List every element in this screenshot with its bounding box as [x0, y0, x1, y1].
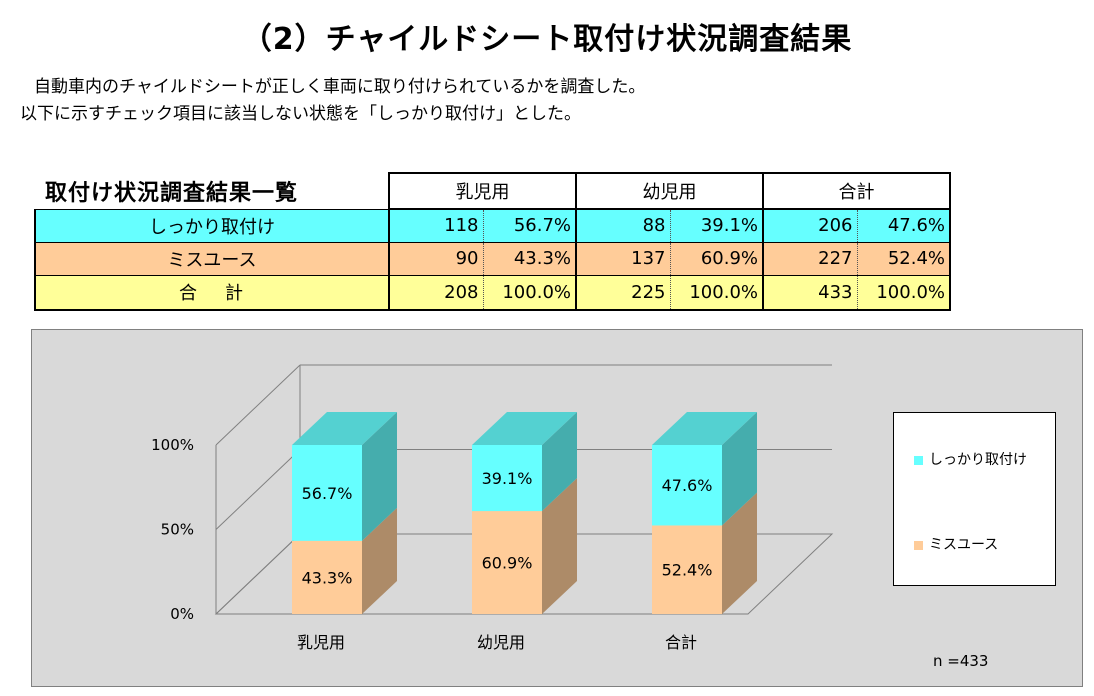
x-tick-label: 合計	[665, 633, 697, 652]
bar-segment-front	[652, 445, 722, 526]
table-cell: 225	[575, 274, 671, 311]
bar-segment-front	[292, 540, 362, 614]
table-header-row: 取付け状況調査結果一覧 乳児用 幼児用 合計	[35, 172, 951, 210]
y-tick-label: 50%	[161, 521, 194, 539]
table-cell: 206	[762, 208, 858, 243]
description-line-1: 自動車内のチャイルドシートが正しく車両に取り付けられているかを調査した。	[34, 77, 646, 97]
chart-legend: しっかり取付け ミスユース	[893, 412, 1056, 586]
legend-label-secure: しっかり取付け	[929, 452, 1027, 468]
bar-segment-side	[542, 478, 577, 614]
table-cell: 227	[762, 241, 858, 276]
data-label: 52.4%	[662, 561, 713, 580]
y-tick-label: 0%	[170, 605, 194, 623]
legend-swatch-misuse	[914, 540, 923, 550]
legend-swatch-secure	[914, 455, 923, 465]
legend-label-misuse: ミスユース	[929, 537, 999, 553]
gridline-side	[215, 449, 301, 530]
page-title: （2）チャイルドシート取付け状況調査結果	[241, 22, 853, 57]
table-cell: 118	[388, 208, 484, 243]
bar-segment-front	[472, 511, 542, 614]
column-header-infant: 乳児用	[388, 172, 577, 210]
description-line-2: 以下に示すチェック項目に該当しない状態を「しっかり取付け」とした。	[20, 104, 581, 124]
row-label-secure: しっかり取付け	[34, 208, 390, 243]
row-label-total: 合計	[34, 274, 390, 311]
legend-item-misuse: ミスユース	[914, 534, 998, 554]
bar-segment-side	[722, 412, 757, 526]
table-cell: 137	[575, 241, 671, 276]
data-label: 60.9%	[482, 554, 533, 573]
chart-floor	[214, 533, 834, 615]
table-cell: 88	[575, 208, 671, 243]
row-label-misuse: ミスユース	[34, 241, 390, 276]
bar-segment-top	[652, 412, 757, 445]
bar-segment-side	[362, 412, 397, 541]
table-cell: 43.3%	[483, 241, 577, 276]
table-row: 合計 208 100.0% 225 100.0% 433 100.0%	[34, 274, 951, 311]
table-heading: 取付け状況調査結果一覧	[35, 173, 389, 209]
x-tick-label: 乳児用	[297, 633, 345, 652]
table-cell: 100.0%	[670, 274, 764, 311]
x-tick-label: 幼児用	[477, 633, 525, 652]
data-label: 56.7%	[302, 484, 353, 503]
bar-segment-side	[542, 412, 577, 512]
gridline-side	[215, 364, 301, 446]
legend-item-secure: しっかり取付け	[914, 449, 1027, 469]
table-cell: 47.6%	[857, 208, 951, 243]
column-header-total: 合計	[762, 172, 951, 210]
results-table: 取付け状況調査結果一覧 乳児用 幼児用 合計 しっかり取付け 118 56.7%…	[34, 172, 951, 311]
table-cell: 56.7%	[483, 208, 577, 243]
table-cell: 208	[388, 274, 484, 311]
bar-segment-side	[722, 492, 757, 614]
table-row: ミスユース 90 43.3% 137 60.9% 227 52.4%	[34, 241, 951, 276]
bar-segment-side	[362, 507, 397, 614]
chart-panel: 0% 50% 100% 43.3% 56.7% 乳児用 60.9% 39.1% 幼児用 52.4%…	[31, 329, 1083, 687]
data-label: 39.1%	[482, 469, 533, 488]
data-label: 43.3%	[302, 568, 353, 587]
table-cell: 60.9%	[670, 241, 764, 276]
table-cell: 52.4%	[857, 241, 951, 276]
stacked-bar-chart: 0% 50% 100% 43.3% 56.7% 乳児用 60.9% 39.1% 幼児用 52.4%…	[151, 364, 834, 652]
bar-segment-top	[292, 412, 397, 445]
table-cell: 433	[762, 274, 858, 311]
bar-segment-front	[652, 525, 722, 614]
data-label: 47.6%	[662, 476, 713, 495]
sample-size-note: n =433	[933, 652, 989, 670]
table-cell: 100.0%	[483, 274, 577, 311]
table-cell: 90	[388, 241, 484, 276]
table-row: しっかり取付け 118 56.7% 88 39.1% 206 47.6%	[34, 208, 951, 243]
y-tick-label: 100%	[151, 436, 194, 454]
table-cell: 100.0%	[857, 274, 951, 311]
column-header-toddler: 幼児用	[575, 172, 764, 210]
bar-segment-top	[472, 412, 577, 445]
table-cell: 39.1%	[670, 208, 764, 243]
bar-segment-front	[472, 445, 542, 512]
bar-segment-front	[292, 445, 362, 541]
